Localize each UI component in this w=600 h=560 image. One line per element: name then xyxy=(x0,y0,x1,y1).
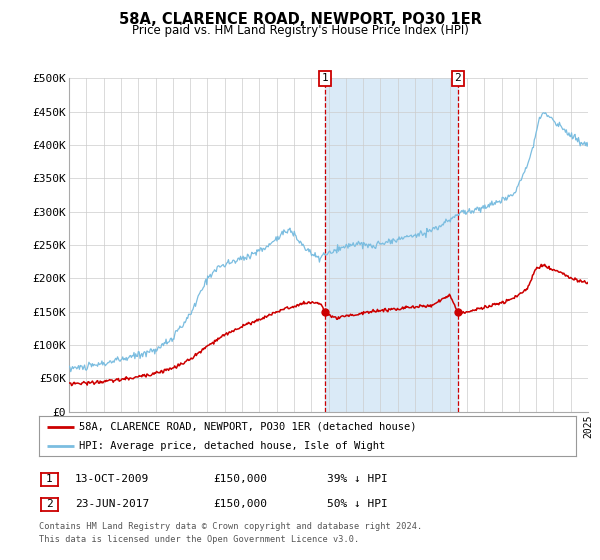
Text: Contains HM Land Registry data © Crown copyright and database right 2024.: Contains HM Land Registry data © Crown c… xyxy=(39,522,422,531)
Text: This data is licensed under the Open Government Licence v3.0.: This data is licensed under the Open Gov… xyxy=(39,535,359,544)
Text: 58A, CLARENCE ROAD, NEWPORT, PO30 1ER (detached house): 58A, CLARENCE ROAD, NEWPORT, PO30 1ER (d… xyxy=(79,422,417,432)
Text: 23-JUN-2017: 23-JUN-2017 xyxy=(75,499,149,509)
Text: Price paid vs. HM Land Registry's House Price Index (HPI): Price paid vs. HM Land Registry's House … xyxy=(131,24,469,36)
Text: HPI: Average price, detached house, Isle of Wight: HPI: Average price, detached house, Isle… xyxy=(79,441,386,450)
Text: £150,000: £150,000 xyxy=(213,474,267,484)
Text: 13-OCT-2009: 13-OCT-2009 xyxy=(75,474,149,484)
Text: 2: 2 xyxy=(455,73,461,83)
Text: 2: 2 xyxy=(46,500,53,509)
Text: 50% ↓ HPI: 50% ↓ HPI xyxy=(327,499,388,509)
Text: 39% ↓ HPI: 39% ↓ HPI xyxy=(327,474,388,484)
Text: 1: 1 xyxy=(46,474,53,484)
Text: 1: 1 xyxy=(322,73,328,83)
Bar xyxy=(325,78,458,412)
Text: 58A, CLARENCE ROAD, NEWPORT, PO30 1ER: 58A, CLARENCE ROAD, NEWPORT, PO30 1ER xyxy=(119,12,481,27)
Text: £150,000: £150,000 xyxy=(213,499,267,509)
